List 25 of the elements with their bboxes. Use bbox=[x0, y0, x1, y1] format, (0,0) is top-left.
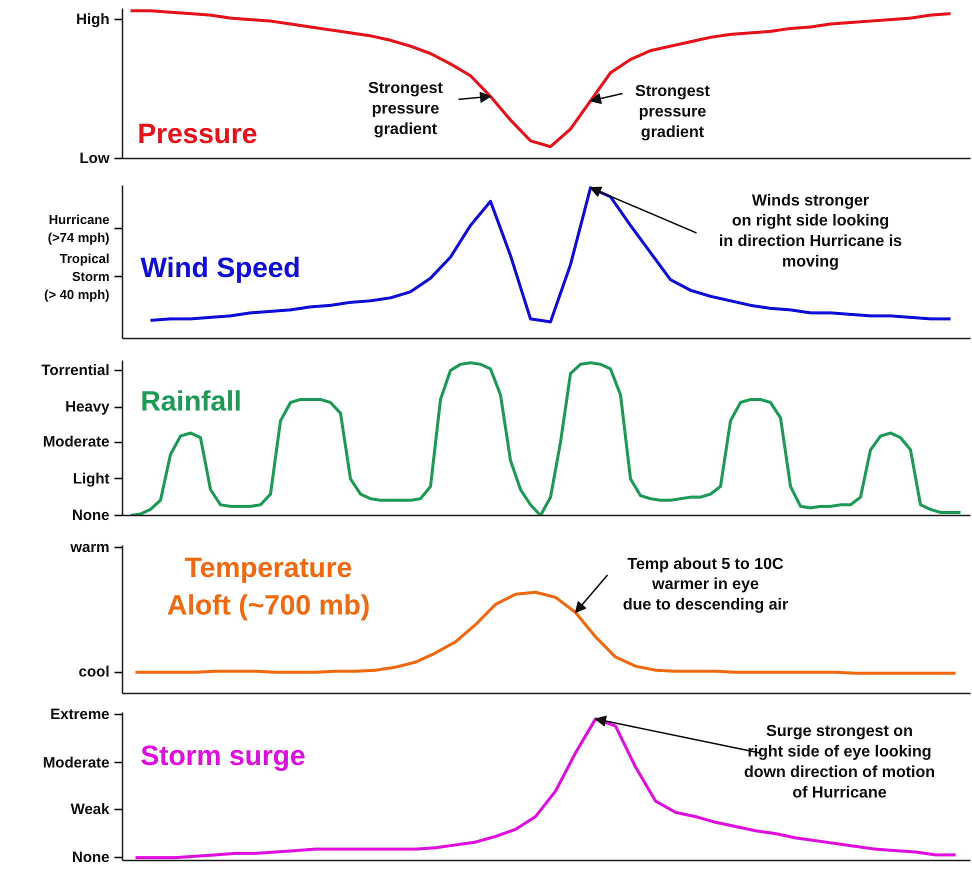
annotation: Winds stronger on right side looking in direction Hurricane is moving bbox=[718, 192, 902, 270]
text: Light bbox=[72, 470, 110, 488]
text: Low bbox=[80, 150, 110, 167]
text: Weak bbox=[70, 801, 110, 818]
text: None bbox=[72, 849, 110, 866]
annotation: Temp about 5 to 10C warmer in eye due to descending air bbox=[622, 556, 788, 614]
chart-title: Temperature Aloft (~700 mb) bbox=[166, 552, 370, 620]
text: None bbox=[72, 507, 110, 524]
annotation: Strongest pressure gradient bbox=[635, 83, 711, 141]
text: Moderate bbox=[42, 434, 110, 451]
text: Wind Speed bbox=[140, 252, 300, 284]
text: Moderate bbox=[42, 754, 110, 772]
text: Pressure bbox=[138, 118, 258, 149]
text: Rainfall bbox=[140, 385, 242, 416]
annotation: Surge strongest on right side of eye looking down direction of motion of Hurricane bbox=[744, 723, 936, 802]
annotation: Strongest pressure gradient bbox=[368, 80, 444, 138]
text: Heavy bbox=[65, 398, 110, 416]
text: Extreme bbox=[50, 706, 110, 724]
text: High bbox=[76, 11, 110, 28]
text: Hurricane (>74 mph) bbox=[48, 212, 110, 245]
text: cool bbox=[78, 664, 110, 681]
text: Tropical Storm (> 40 mph) bbox=[44, 251, 110, 302]
text: Storm surge bbox=[140, 740, 306, 772]
text: Torrential bbox=[41, 362, 110, 379]
text: warm bbox=[69, 539, 110, 556]
